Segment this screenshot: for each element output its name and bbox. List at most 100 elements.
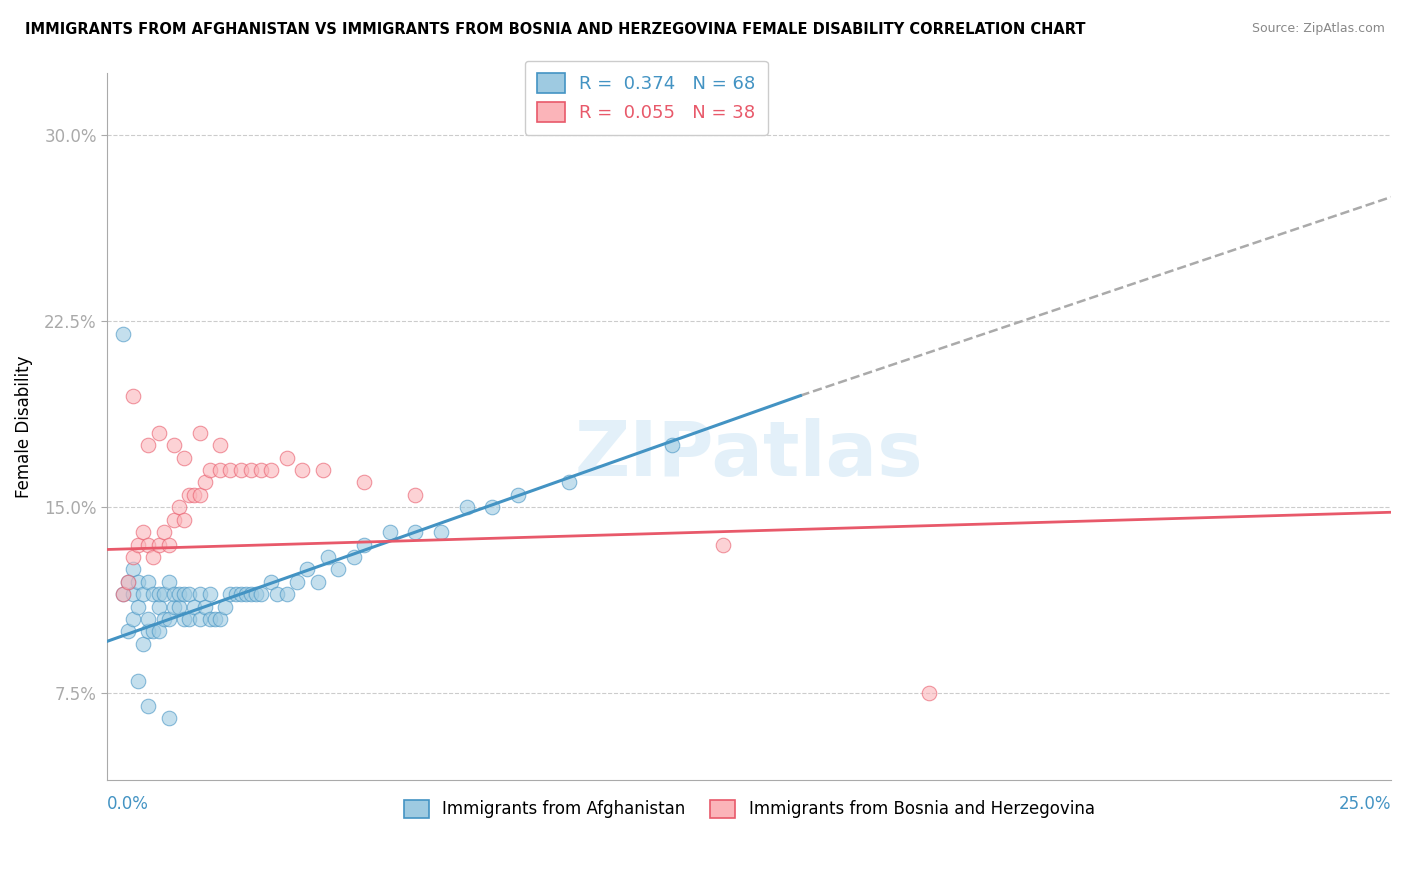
Point: [142, 549, 165, 564]
Point: [225, 587, 247, 601]
Point: [430, 525, 453, 540]
Point: [353, 475, 375, 490]
Point: [157, 537, 180, 551]
Point: [266, 587, 288, 601]
Text: 0.0%: 0.0%: [107, 795, 149, 814]
Point: [173, 513, 195, 527]
Point: [121, 612, 143, 626]
Point: [204, 612, 226, 626]
Point: [245, 587, 267, 601]
Point: [209, 463, 232, 477]
Point: [378, 525, 401, 540]
Point: [121, 587, 143, 601]
Point: [132, 525, 155, 540]
Point: [229, 463, 252, 477]
Point: [148, 587, 170, 601]
Point: [198, 587, 221, 601]
Point: [179, 587, 201, 601]
Point: [136, 438, 159, 452]
Point: [163, 513, 186, 527]
Point: [173, 450, 195, 465]
Point: [918, 686, 941, 700]
Point: [219, 587, 242, 601]
Point: [307, 574, 329, 589]
Point: [179, 488, 201, 502]
Point: [136, 624, 159, 639]
Point: [117, 574, 139, 589]
Point: [188, 488, 211, 502]
Point: [239, 587, 262, 601]
Point: [121, 389, 143, 403]
Point: [121, 562, 143, 576]
Point: [343, 549, 366, 564]
Point: [142, 624, 165, 639]
Point: [163, 587, 186, 601]
Point: [194, 599, 217, 614]
Point: [127, 673, 149, 688]
Point: [260, 574, 283, 589]
Point: [183, 488, 205, 502]
Point: [661, 438, 683, 452]
Text: Source: ZipAtlas.com: Source: ZipAtlas.com: [1251, 22, 1385, 36]
Point: [316, 549, 339, 564]
Point: [188, 587, 211, 601]
Point: [173, 587, 195, 601]
Y-axis label: Female Disability: Female Disability: [15, 355, 32, 498]
Point: [132, 587, 155, 601]
Point: [209, 438, 232, 452]
Text: 25.0%: 25.0%: [1339, 795, 1391, 814]
Point: [163, 599, 186, 614]
Point: [312, 463, 335, 477]
Point: [404, 525, 426, 540]
Point: [456, 500, 478, 515]
Point: [179, 612, 201, 626]
Point: [167, 599, 190, 614]
Point: [127, 599, 149, 614]
Point: [188, 425, 211, 440]
Point: [506, 488, 529, 502]
Point: [713, 537, 735, 551]
Point: [209, 612, 232, 626]
Point: [152, 612, 174, 626]
Point: [136, 698, 159, 713]
Point: [132, 637, 155, 651]
Point: [136, 537, 159, 551]
Point: [167, 500, 190, 515]
Point: [163, 438, 186, 452]
Point: [260, 463, 283, 477]
Point: [328, 562, 350, 576]
Point: [148, 599, 170, 614]
Point: [194, 475, 217, 490]
Point: [117, 624, 139, 639]
Point: [285, 574, 308, 589]
Point: [157, 612, 180, 626]
Point: [136, 612, 159, 626]
Point: [229, 587, 252, 601]
Text: IMMIGRANTS FROM AFGHANISTAN VS IMMIGRANTS FROM BOSNIA AND HERZEGOVINA FEMALE DIS: IMMIGRANTS FROM AFGHANISTAN VS IMMIGRANT…: [25, 22, 1085, 37]
Point: [111, 587, 134, 601]
Text: ZIPatlas: ZIPatlas: [575, 418, 924, 491]
Point: [235, 587, 257, 601]
Point: [127, 574, 149, 589]
Point: [198, 463, 221, 477]
Point: [276, 450, 298, 465]
Point: [111, 587, 134, 601]
Point: [276, 587, 298, 601]
Point: [173, 612, 195, 626]
Point: [183, 599, 205, 614]
Point: [142, 587, 165, 601]
Point: [148, 624, 170, 639]
Point: [188, 612, 211, 626]
Point: [198, 612, 221, 626]
Point: [136, 574, 159, 589]
Point: [152, 525, 174, 540]
Point: [558, 475, 581, 490]
Point: [214, 599, 236, 614]
Legend: Immigrants from Afghanistan, Immigrants from Bosnia and Herzegovina: Immigrants from Afghanistan, Immigrants …: [396, 793, 1101, 825]
Point: [353, 537, 375, 551]
Point: [250, 463, 273, 477]
Point: [167, 587, 190, 601]
Point: [111, 326, 134, 341]
Point: [404, 488, 426, 502]
Point: [127, 537, 149, 551]
